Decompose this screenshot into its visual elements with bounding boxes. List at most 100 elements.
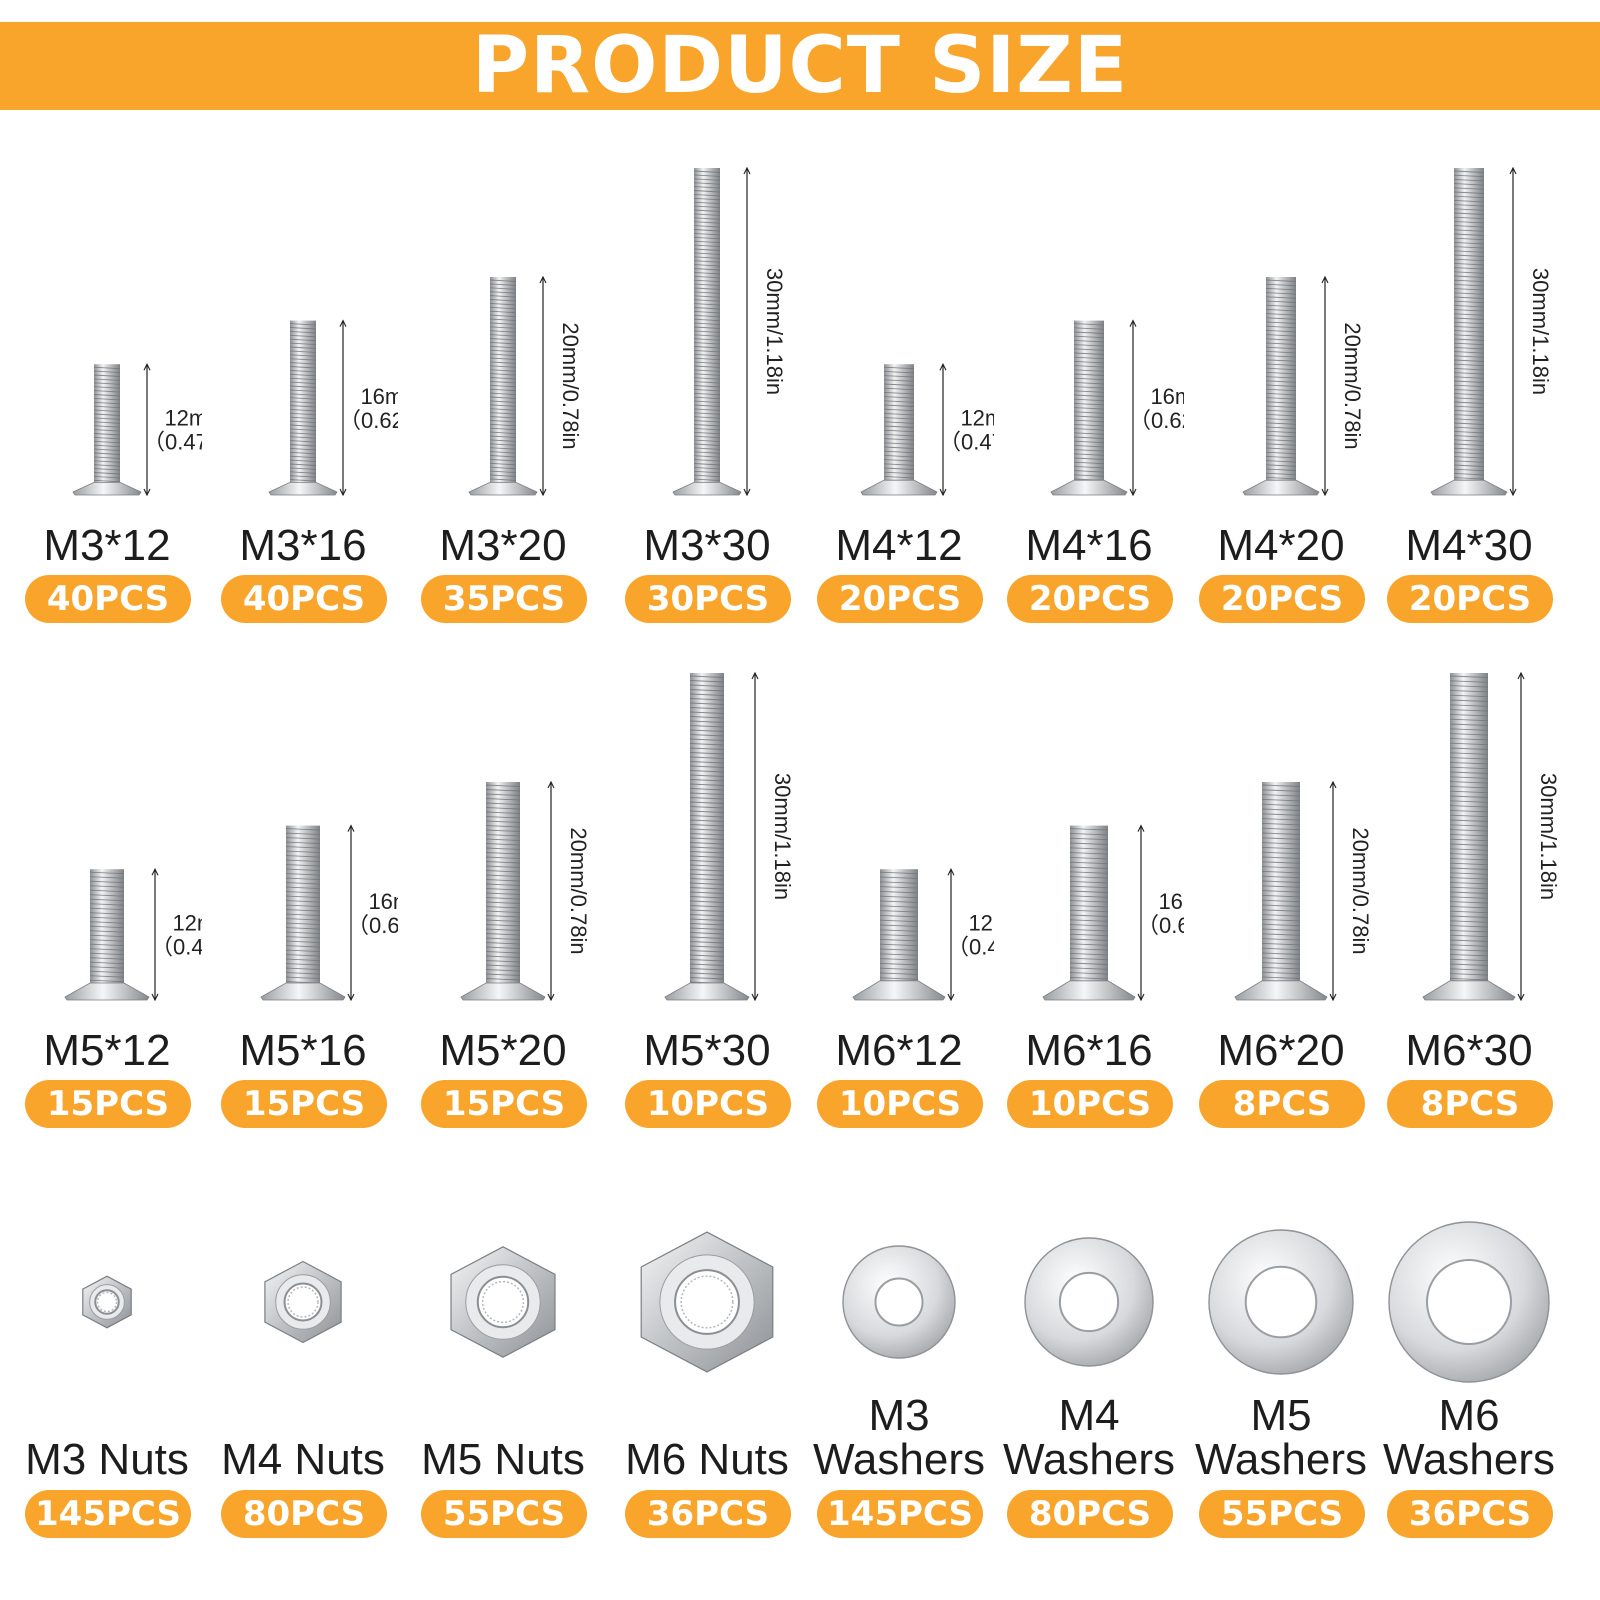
quantity-badge: 20PCS (1387, 575, 1553, 623)
screw-head (860, 479, 938, 496)
arrow-up-icon (347, 824, 355, 832)
arrow-down-icon (143, 488, 151, 497)
screw-shaft (1454, 168, 1484, 483)
arrow-down-icon (1509, 488, 1517, 497)
screw-head (1430, 479, 1508, 496)
screw-item: 12mm（0.47in） M6*12 10PCS (804, 655, 994, 1135)
washer-image (1208, 1229, 1354, 1375)
dimension-label: 20mm/0.78in (1340, 322, 1365, 449)
arrow-up-icon (547, 780, 555, 789)
screw-item: 30mm/1.18in M5*30 10PCS (612, 655, 802, 1135)
arrow-down-icon (1517, 993, 1525, 1002)
screw-head (72, 482, 142, 496)
screw-image: 12mm（0.47in） (860, 362, 994, 497)
hardware-size-label: M3 (868, 1391, 930, 1440)
screw-size-label: M5*12 (43, 1026, 171, 1075)
quantity-badge: 15PCS (221, 1080, 387, 1128)
arrow-up-icon (1509, 166, 1517, 175)
screw-image: 12mm（0.47in） (852, 867, 994, 1002)
quantity-badge: 10PCS (1007, 1080, 1173, 1128)
screw-size-label: M4*20 (1217, 521, 1345, 570)
dimension-label: 30mm/1.18in (762, 268, 787, 395)
screw-shaft (694, 168, 720, 485)
nut-hole (674, 1269, 740, 1335)
quantity-badge: 35PCS (421, 575, 587, 623)
screw-item: 16mm（0.62in） M4*16 20PCS (994, 150, 1184, 630)
arrow-up-icon (1517, 671, 1525, 680)
dimension-in: （0.47in） (939, 430, 994, 455)
hardware-size-label: M5 Nuts (421, 1435, 585, 1484)
nut-thread (481, 1280, 525, 1324)
screw-threads (1073, 323, 1105, 481)
dimension-mm: 12mm (172, 911, 202, 936)
screw-item: 30mm/1.18in M4*30 20PCS (1374, 150, 1564, 630)
washer-hole (1426, 1259, 1512, 1345)
quantity-badge: 15PCS (25, 1080, 191, 1128)
washer-item: M5 Washers 55PCS (1186, 1210, 1376, 1570)
arrow-down-icon (1129, 488, 1137, 497)
dimension-mm: 16mm (360, 384, 398, 409)
dimension-mm: 12mm (164, 406, 202, 431)
screw-image: 20mm/0.78in (468, 275, 583, 497)
screw-size-label: M5*30 (643, 1026, 771, 1075)
dimension-label: 30mm/1.18in (770, 773, 795, 900)
washer-hole (1244, 1265, 1318, 1339)
screw-head (460, 982, 546, 1001)
quantity-badge: 145PCS (25, 1490, 191, 1538)
dimension-label: 20mm/0.78in (566, 827, 591, 954)
quantity-badge: 20PCS (1007, 575, 1173, 623)
quantity-badge: 40PCS (25, 575, 191, 623)
arrow-up-icon (1129, 319, 1137, 327)
screw-threads (689, 675, 725, 984)
screw-size-label: M6*20 (1217, 1026, 1345, 1075)
screw-threads (1069, 828, 1109, 980)
quantity-badge: 36PCS (1387, 1490, 1553, 1538)
screw-size-label: M6*16 (1025, 1026, 1153, 1075)
screw-threads (489, 279, 517, 481)
hardware-size-label: M4 (1058, 1391, 1120, 1440)
screw-item: 20mm/0.78in M3*20 35PCS (408, 150, 598, 630)
screw-image: 20mm/0.78in (1234, 780, 1373, 1002)
screw-item: 20mm/0.78in M4*20 20PCS (1186, 150, 1376, 630)
arrow-down-icon (339, 488, 347, 497)
quantity-badge: 80PCS (1007, 1490, 1173, 1538)
screw-image: 30mm/1.18in (664, 671, 795, 1002)
screw-item: 12mm（0.47in） M4*12 20PCS (804, 150, 994, 630)
hardware-type-label: Washers (1383, 1435, 1555, 1484)
screw-image: 30mm/1.18in (1422, 671, 1561, 1002)
quantity-badge: 8PCS (1387, 1080, 1553, 1128)
dimension-in: （0.62in） (339, 408, 398, 433)
screw-image: 16mm（0.62in） (1042, 824, 1184, 1002)
hardware-size-label: M6 (1438, 1391, 1500, 1440)
screw-head (1422, 980, 1516, 1001)
washer-item: M4 Washers 80PCS (994, 1210, 1184, 1570)
hardware-size-label: M6 Nuts (625, 1435, 789, 1484)
quantity-badge: 145PCS (817, 1490, 983, 1538)
screw-head (1234, 980, 1328, 1001)
dimension-label: 30mm/1.18in (1528, 268, 1553, 395)
nut-image (450, 1246, 556, 1358)
screw-size-label: M4*12 (835, 521, 963, 570)
nut-thread (680, 1275, 734, 1329)
dimension-label: 30mm/1.18in (1536, 773, 1561, 900)
screw-size-label: M6*30 (1405, 1026, 1533, 1075)
quantity-badge: 30PCS (625, 575, 791, 623)
screw-head (268, 482, 338, 496)
dimension-mm: 16mm (1150, 384, 1184, 409)
screw-threads (879, 871, 919, 980)
screw-size-label: M4*30 (1405, 521, 1533, 570)
screw-head (1242, 479, 1320, 496)
arrow-up-icon (539, 275, 547, 284)
arrow-up-icon (743, 166, 751, 175)
quantity-badge: 36PCS (625, 1490, 791, 1538)
dimension-label: 20mm/0.78in (1348, 827, 1373, 954)
nut-image (264, 1260, 342, 1344)
arrow-up-icon (939, 362, 947, 371)
nut-item: M6 Nuts 36PCS (612, 1210, 802, 1570)
arrow-down-icon (743, 488, 751, 497)
screw-item: 16mm（0.62in） M5*16 15PCS (208, 655, 398, 1135)
screw-image: 20mm/0.78in (1242, 275, 1365, 497)
hardware-size-label: M4 Nuts (221, 1435, 385, 1484)
hardware-type-label: Washers (1195, 1435, 1367, 1484)
arrow-up-icon (1137, 824, 1145, 832)
